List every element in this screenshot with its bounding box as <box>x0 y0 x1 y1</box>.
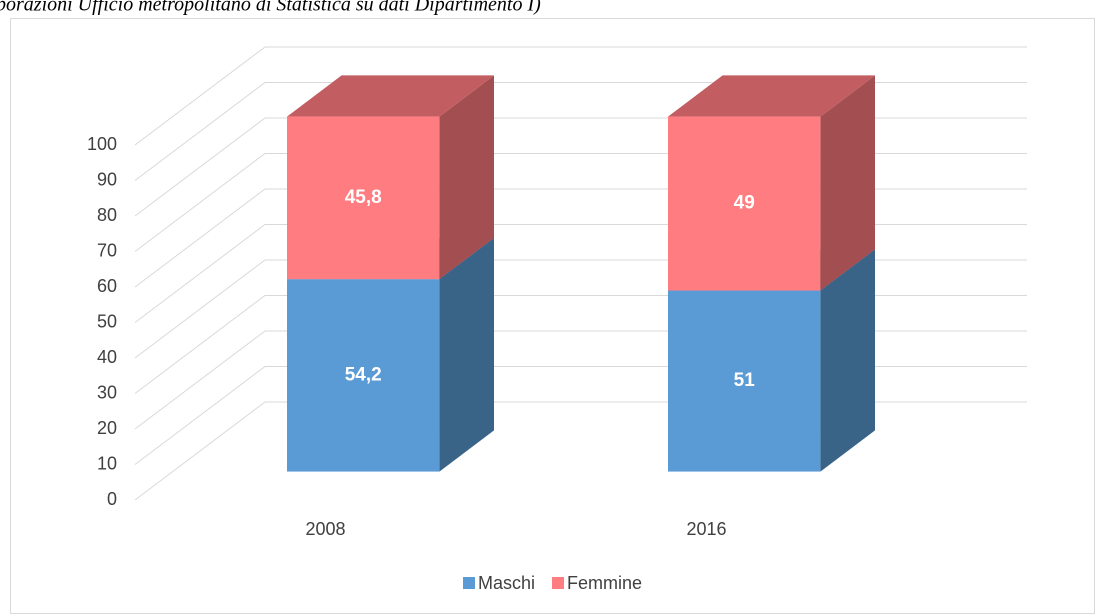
y-tick-label: 80 <box>97 205 117 225</box>
y-tick-label: 20 <box>97 418 117 438</box>
y-tick-label: 50 <box>97 311 117 331</box>
bar-front <box>668 290 821 472</box>
chart-title: borazioni Ufficio metropolitano di Stati… <box>0 0 541 16</box>
legend-swatch <box>463 577 475 589</box>
bar-top <box>287 75 494 117</box>
y-tick-label: 0 <box>107 489 117 509</box>
data-label: 51 <box>734 370 756 391</box>
bar-side <box>439 75 494 280</box>
y-tick-label: 40 <box>97 347 117 367</box>
bar-segment: 49 <box>668 75 875 291</box>
bar-top <box>668 75 875 117</box>
bar-side <box>820 75 875 291</box>
data-label: 54,2 <box>345 364 382 385</box>
y-tick-label: 60 <box>97 276 117 296</box>
bar-front <box>668 116 821 291</box>
chart-border <box>10 18 1095 614</box>
x-tick-label: 2016 <box>686 519 726 539</box>
legend-swatch <box>552 577 565 589</box>
y-tick-label: 90 <box>97 169 117 189</box>
bar-segment: 51 <box>668 249 875 472</box>
bar-segment: 45,8 <box>287 75 494 280</box>
x-tick-label: 2008 <box>305 519 345 539</box>
y-tick-label: 30 <box>97 382 117 402</box>
bar-front <box>287 279 440 472</box>
legend-label: Maschi <box>478 573 535 593</box>
bar-side <box>439 238 494 472</box>
bar-side <box>820 249 875 472</box>
y-tick-label: 70 <box>97 240 117 260</box>
y-tick-label: 10 <box>97 453 117 473</box>
legend-label: Femmine <box>567 573 642 593</box>
y-tick-label: 100 <box>87 134 117 154</box>
data-label: 49 <box>734 193 755 214</box>
bar-front <box>287 116 440 280</box>
data-label: 45,8 <box>345 187 382 208</box>
grid-line <box>134 46 1027 146</box>
